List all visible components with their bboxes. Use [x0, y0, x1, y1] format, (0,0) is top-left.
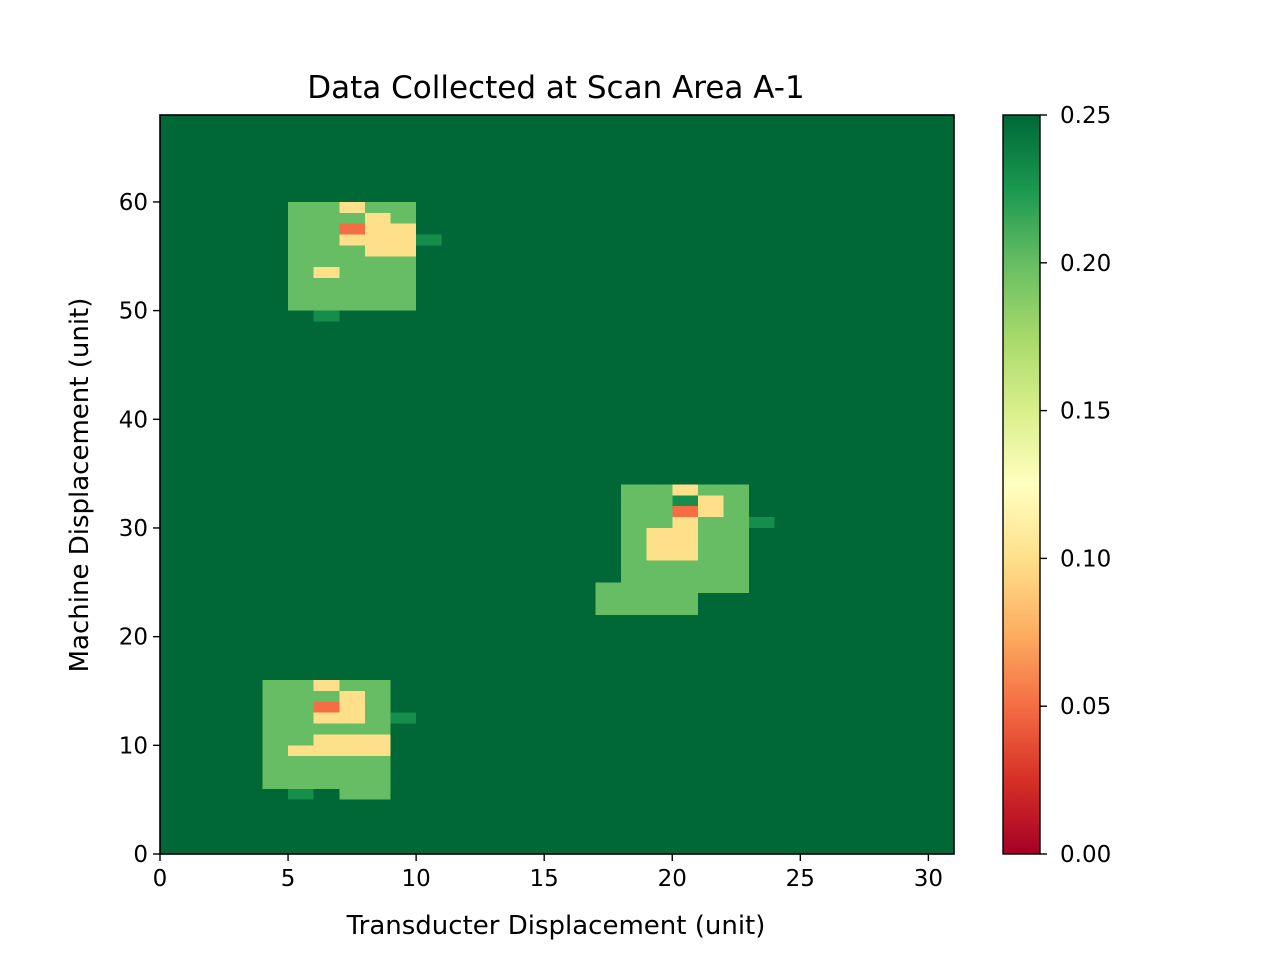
- y-tick-label: 0: [133, 842, 148, 868]
- colorbar: 0.00 0.05 0.10 0.15 0.20 0.25: [1002, 103, 1111, 868]
- colorbar-tick-label: 0.10: [1060, 546, 1111, 572]
- x-tick-label: 0: [153, 866, 168, 892]
- heatmap-cell-block: [672, 517, 698, 528]
- y-tick-label: 10: [119, 733, 148, 759]
- y-tick-label: 20: [119, 625, 148, 651]
- y-tick-label: 30: [119, 516, 148, 542]
- heatmap-cell-block: [672, 495, 698, 507]
- heatmap-cell-block: [313, 712, 340, 724]
- colorbar-tick-label: 0.00: [1060, 842, 1111, 868]
- colorbar-tick-label: 0.25: [1060, 103, 1111, 129]
- heatmap-cell-block: [595, 582, 698, 615]
- heatmap-cell-block: [364, 223, 417, 257]
- plot-frame: [159, 114, 955, 855]
- heatmap-cell-block: [339, 201, 365, 213]
- y-axis: 0 10 20 30 40 50 60: [119, 190, 160, 868]
- heatmap-cell-block: [339, 223, 365, 235]
- heatmap-cell-block: [288, 745, 391, 757]
- heatmap-cell-block: [697, 495, 724, 518]
- x-tick-label: 25: [786, 866, 815, 892]
- x-axis-label: Transducter Displacement (unit): [346, 911, 766, 941]
- heatmap-cell-block: [339, 788, 391, 800]
- colorbar-tick-label: 0.15: [1060, 399, 1111, 425]
- heatmap-cell-block: [339, 690, 365, 724]
- x-tick-label: 10: [401, 866, 430, 892]
- heatmap-cell-block: [313, 734, 391, 746]
- colorbar-frame: [1002, 114, 1041, 855]
- heatmap-cell-block: [672, 506, 698, 518]
- heatmap-cell-block: [313, 680, 340, 691]
- heatmap-cell-block: [288, 788, 314, 800]
- x-axis: 0 5 10 15 20 25 30: [153, 854, 943, 892]
- heatmap-cell-block: [339, 234, 365, 246]
- heatmap-cell-block: [313, 267, 340, 279]
- y-axis-label: Machine Displacement (unit): [65, 298, 95, 673]
- heatmap-cell-block: [672, 484, 698, 496]
- heatmap-cell-block: [646, 527, 698, 561]
- colorbar-tick-label: 0.20: [1060, 251, 1111, 277]
- plot-area: [159, 114, 955, 855]
- x-tick-label: 5: [281, 866, 296, 892]
- colorbar-tick-label: 0.05: [1060, 694, 1111, 720]
- x-tick-label: 15: [530, 866, 559, 892]
- x-tick-label: 20: [658, 866, 687, 892]
- heatmap-cell-block: [749, 517, 775, 528]
- y-tick-label: 40: [119, 407, 148, 433]
- heatmap-cell-block: [313, 701, 340, 713]
- heatmap-cell-block: [313, 310, 340, 322]
- x-tick-label: 30: [914, 866, 943, 892]
- heatmap-cell-block: [390, 712, 417, 724]
- heatmap-cell-block: [364, 212, 391, 224]
- heatmap-cell-block: [416, 234, 442, 246]
- chart-title: Data Collected at Scan Area A-1: [307, 70, 804, 106]
- y-tick-label: 60: [119, 190, 148, 216]
- colorbar-gradient: [1003, 115, 1040, 854]
- y-tick-label: 50: [119, 299, 148, 325]
